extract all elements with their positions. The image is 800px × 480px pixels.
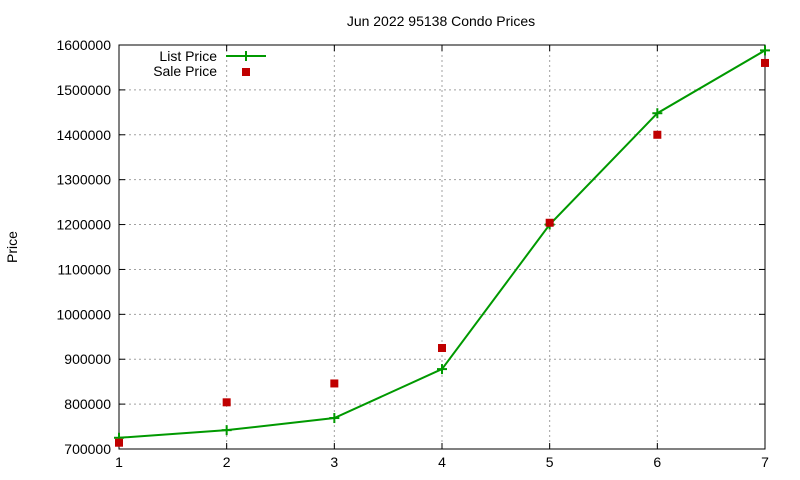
chart-title: Jun 2022 95138 Condo Prices: [347, 13, 535, 29]
y-tick-label: 1400000: [56, 127, 111, 143]
legend-label-list-price: List Price: [159, 48, 217, 64]
sale-price-point: [222, 398, 231, 407]
x-tick-label: 2: [223, 454, 231, 470]
y-tick-label: 1200000: [56, 217, 111, 233]
list-price-point: [760, 45, 770, 56]
sale-price-point: [115, 438, 123, 447]
y-tick-label: 700000: [64, 441, 111, 457]
series-layer: [114, 45, 770, 447]
list-price-point: [329, 413, 340, 424]
list-price-point: [437, 364, 447, 375]
x-tick-label: 3: [330, 454, 338, 470]
x-tick-label: 1: [115, 454, 123, 470]
y-tick-label: 1300000: [56, 172, 111, 188]
y-axis-label: Price: [4, 231, 20, 263]
x-tick-label: 6: [653, 454, 661, 470]
legend: List Price Sale Price: [153, 48, 266, 79]
list-price-point: [652, 108, 663, 119]
tick-labels: 1 2 3 4 5 6 7 700000 800000 900000 1000000 1100000 1…: [56, 37, 769, 470]
legend-marker-list-price: [241, 51, 251, 61]
sale-price-point: [761, 58, 769, 67]
y-tick-label: 1000000: [56, 306, 111, 322]
sale-price-point: [330, 379, 339, 388]
y-tick-label: 1500000: [56, 82, 111, 98]
y-tick-label: 900000: [64, 351, 111, 367]
sale-price-point: [438, 344, 446, 352]
y-tick-label: 1100000: [58, 261, 112, 277]
grid-lines: [119, 45, 765, 449]
y-tick-label: 1600000: [56, 37, 111, 53]
x-tick-label: 5: [546, 454, 554, 470]
x-tick-label: 4: [438, 454, 446, 470]
x-tick-label: 7: [761, 454, 769, 470]
list-price-line: [118, 49, 766, 439]
list-price-point: [221, 425, 232, 436]
sale-price-point: [545, 218, 554, 227]
legend-marker-sale-price: [242, 68, 250, 76]
y-tick-label: 800000: [64, 396, 111, 412]
legend-label-sale-price: Sale Price: [153, 63, 217, 79]
sale-price-point: [653, 130, 662, 139]
